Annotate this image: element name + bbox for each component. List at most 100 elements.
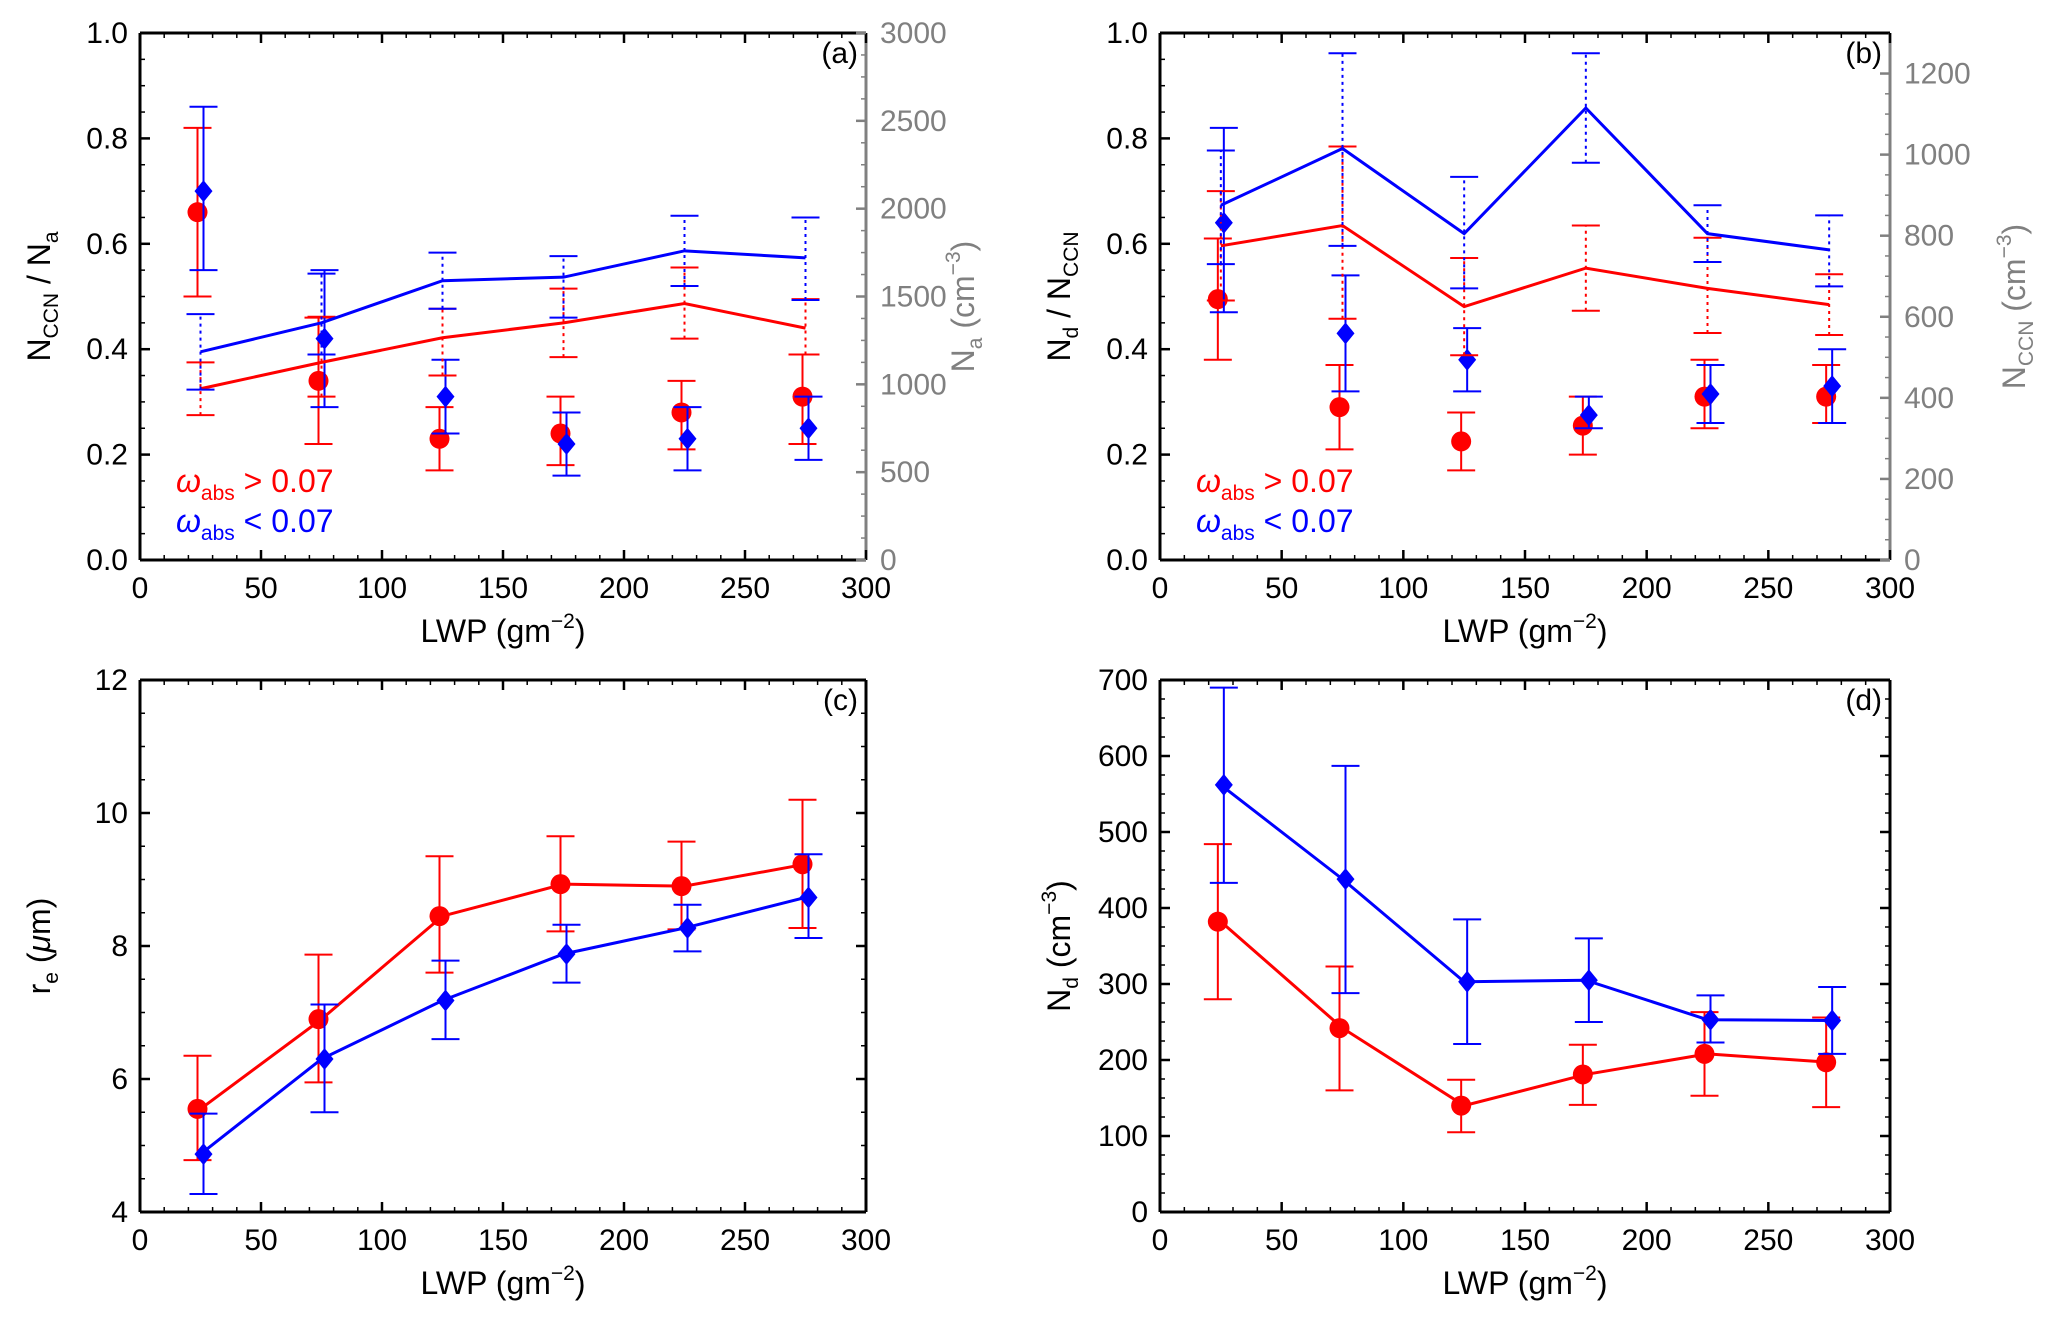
y-label-mid: / N xyxy=(1041,277,1077,327)
x-tick-label: 100 xyxy=(1378,572,1428,605)
y2-tick-label: 500 xyxy=(880,456,930,489)
x-tick-label: 150 xyxy=(1500,1224,1550,1257)
y-tick-label: 0 xyxy=(1131,1196,1148,1229)
y-label-sub: CCN xyxy=(40,293,63,339)
legend-sub: abs xyxy=(201,482,235,505)
y-label-sub2: CCN xyxy=(1060,231,1083,277)
panel-a: 0 50 100 150 200 250 300 0.0 0.2 0.4 0.6 0.8 1.0 0 500… xyxy=(21,17,987,649)
x-axis-label-sup: −2 xyxy=(551,610,575,633)
data-point-circle xyxy=(1329,397,1350,418)
data-point-diamond xyxy=(194,1143,213,1166)
y2-axis-label: NCCN (cm−3) xyxy=(1993,224,2038,389)
data-point-diamond xyxy=(1579,969,1598,992)
y2-tick-label: 600 xyxy=(1904,301,1954,334)
y2-label-sup: −3 xyxy=(942,251,965,275)
y2-tick-label: 0 xyxy=(880,544,897,577)
series-a-0 xyxy=(183,126,817,472)
y-axis-label: Nd (cm−3) xyxy=(1038,880,1083,1012)
data-point-diamond xyxy=(557,942,576,965)
y-label-main: N xyxy=(21,338,57,361)
y-tick-label: 600 xyxy=(1098,740,1148,773)
x-axis-label-text: LWP (gm xyxy=(421,1265,551,1301)
y-label-unit2: m) xyxy=(21,898,57,935)
data-point-diamond xyxy=(799,886,818,909)
x-tick-label: 250 xyxy=(1743,572,1793,605)
series-line xyxy=(200,302,806,391)
y-label-sup: −3 xyxy=(1038,891,1061,915)
y2-tick-label: 0 xyxy=(1904,544,1921,577)
x-axis-label-sup: −2 xyxy=(551,1262,575,1285)
x-tick-label: 150 xyxy=(1500,572,1550,605)
y2-label-main: N xyxy=(1996,366,2032,389)
x-tick-label: 200 xyxy=(599,572,649,605)
y2-label-main: N xyxy=(945,349,981,372)
x-tick-label: 200 xyxy=(599,1224,649,1257)
y2-label-sub: a xyxy=(964,337,987,349)
y-label-mid: / N xyxy=(21,243,57,293)
legend-sub: abs xyxy=(201,522,235,545)
series-line xyxy=(199,862,806,1111)
data-point-diamond xyxy=(1336,868,1355,891)
x-tick-label: 50 xyxy=(244,572,277,605)
x-tick-label: 0 xyxy=(1152,1224,1169,1257)
data-point-circle xyxy=(1329,1018,1350,1039)
panel-label: (b) xyxy=(1845,37,1882,70)
y-tick-label: 8 xyxy=(111,930,128,963)
data-point-diamond xyxy=(1579,404,1598,427)
x-tick-label: 250 xyxy=(720,1224,770,1257)
legend-low: ωabs < 0.07 xyxy=(1196,503,1354,545)
series-line xyxy=(200,249,806,354)
y2-tick-label: 1200 xyxy=(1904,58,1971,91)
y-label-greek: μ xyxy=(21,934,57,953)
data-point-diamond xyxy=(1214,211,1233,234)
y2-tick-label: 2500 xyxy=(880,105,947,138)
y2-tick-label: 1500 xyxy=(880,281,947,314)
x-tick-label: 200 xyxy=(1622,1224,1672,1257)
x-axis-label-close: ) xyxy=(575,613,586,649)
y-tick-label: 0.8 xyxy=(1106,122,1148,155)
series-c-1 xyxy=(189,853,823,1196)
data-point-circle xyxy=(1451,1095,1472,1116)
x-tick-label: 0 xyxy=(1152,572,1169,605)
x-axis-label-text: LWP (gm xyxy=(1443,1265,1573,1301)
legend-text: < 0.07 xyxy=(1255,503,1354,539)
data-point-diamond xyxy=(1458,970,1477,993)
y-label-main: N xyxy=(1041,338,1077,361)
y-tick-label: 0.4 xyxy=(86,333,128,366)
y-label-unit: ( xyxy=(21,952,57,972)
x-axis-label: LWP (gm−2) xyxy=(421,610,586,649)
y2-label-sub: CCN xyxy=(2015,321,2038,367)
data-point-diamond xyxy=(1336,322,1355,345)
y-label-sub: e xyxy=(40,972,63,984)
y2-tick-label: 800 xyxy=(1904,220,1954,253)
x-tick-label: 50 xyxy=(1265,572,1298,605)
y-tick-label: 0.6 xyxy=(86,228,128,261)
data-point-circle xyxy=(671,876,692,897)
x-tick-label: 300 xyxy=(1865,572,1915,605)
y-label-unit: (cm xyxy=(1041,915,1077,977)
x-tick-label: 50 xyxy=(1265,1224,1298,1257)
x-tick-label: 0 xyxy=(132,572,149,605)
y-tick-label: 0.8 xyxy=(86,122,128,155)
data-point-diamond xyxy=(1214,773,1233,796)
x-tick-label: 100 xyxy=(1378,1224,1428,1257)
data-point-diamond xyxy=(1823,1009,1842,1032)
y-tick-label: 1.0 xyxy=(1106,17,1148,50)
legend-high: ωabs > 0.07 xyxy=(176,463,334,505)
y2-tick-label: 400 xyxy=(1904,382,1954,415)
panel-d: 0 50 100 150 200 250 300 0 100 200 300 400 500 600 700… xyxy=(1038,664,1915,1301)
data-point-circle xyxy=(1451,431,1472,452)
y-label-main: N xyxy=(1041,989,1077,1012)
x-axis-label-close: ) xyxy=(1597,1265,1608,1301)
y2-axis-label: Na (cm−3) xyxy=(942,241,987,373)
data-point-circle xyxy=(429,906,450,927)
series-d-0 xyxy=(1203,843,1841,1134)
legend-high: ωabs > 0.07 xyxy=(1196,463,1354,505)
x-tick-label: 150 xyxy=(478,1224,528,1257)
x-axis-label: LWP (gm−2) xyxy=(1443,1262,1608,1301)
data-point-diamond xyxy=(678,427,697,450)
data-point-diamond xyxy=(315,1048,334,1071)
series-line xyxy=(1219,920,1830,1108)
x-axis-label: LWP (gm−2) xyxy=(421,1262,586,1301)
legend-omega-symbol: ω xyxy=(1196,463,1221,499)
